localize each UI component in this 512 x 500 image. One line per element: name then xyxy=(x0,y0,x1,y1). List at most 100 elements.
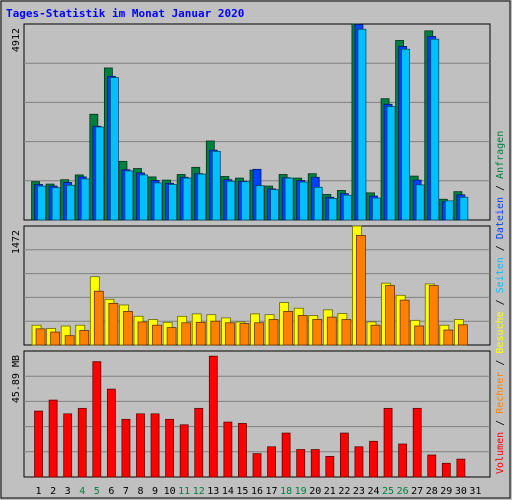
day-label-22: 22 xyxy=(338,486,350,497)
bar-volumen-day-27: Volumen 27: 25 xyxy=(412,407,422,478)
bar-rechner-day-10: Rechner 10: 215 xyxy=(166,327,177,346)
bar-seiten-day-11: Seiten 11: 1050 xyxy=(182,177,192,221)
bar-volumen-day-18: Volumen 18: 16 xyxy=(281,432,291,478)
bar-volumen-day-12: Volumen 12: 25 xyxy=(194,407,204,478)
bar-rechner-day-5: Rechner 5: 665 xyxy=(93,290,104,346)
day-axis: 1 2 3 4 5 6 7 8 9 10 11 12 13 14 15 16 17 18 19 20 21 22 23 24 2… xyxy=(36,486,482,497)
bar-volumen-day-21: Volumen 21: 7.5 xyxy=(325,456,335,478)
legend-volumen: Volumen xyxy=(495,432,506,474)
day-label-19: 19 xyxy=(295,486,307,497)
bar-seiten-day-3: Seiten 3: 870 xyxy=(66,184,76,221)
bar-seiten-day-10: Seiten 10: 890 xyxy=(168,184,178,221)
bar-rechner-day-22: Rechner 22: 315 xyxy=(341,319,352,346)
day-label-11: 11 xyxy=(178,486,190,497)
bar-seiten-day-30: Seiten 30: 570 xyxy=(459,196,469,221)
day-label-8: 8 xyxy=(137,486,143,497)
legend-anfragen: Anfragen xyxy=(495,131,506,179)
bar-volumen-day-29: Volumen 29: 5 xyxy=(441,462,451,478)
bar-volumen-day-7: Volumen 7: 21 xyxy=(121,418,131,478)
day-label-14: 14 xyxy=(222,486,234,497)
day-label-7: 7 xyxy=(123,486,129,497)
bar-volumen-day-24: Volumen 24: 13 xyxy=(369,440,378,478)
day-label-28: 28 xyxy=(426,486,438,497)
legend-separator: / xyxy=(495,239,506,257)
chart-panels: 4912Anfragen 1: 960Dateien 1: 890Seiten … xyxy=(11,23,491,478)
day-label-30: 30 xyxy=(455,486,467,497)
bar-rechner-day-16: Rechner 16: 275 xyxy=(254,322,264,346)
bar-volumen-day-3: Volumen 3: 23 xyxy=(63,413,73,478)
bar-rechner-day-11: Rechner 11: 275 xyxy=(181,322,192,346)
bar-rechner-day-2: Rechner 2: 160 xyxy=(50,331,61,346)
day-label-1: 1 xyxy=(36,486,42,497)
day-label-17: 17 xyxy=(266,486,278,497)
day-label-12: 12 xyxy=(193,486,205,497)
series-legend: Volumen / Rechner / Besuche / Seiten / D… xyxy=(495,131,506,474)
bar-seiten-day-4: Seiten 4: 1030 xyxy=(80,178,90,221)
bar-rechner-day-24: Rechner 24: 245 xyxy=(370,324,381,346)
bar-rechner-day-23: Rechner 23: 1355 xyxy=(356,235,366,346)
bar-rechner-day-26: Rechner 26: 555 xyxy=(399,299,410,346)
bar-volumen-day-10: Volumen 10: 21 xyxy=(165,418,175,478)
day-label-5: 5 xyxy=(94,486,100,497)
bar-volumen-day-15: Volumen 15: 19.5 xyxy=(238,423,247,478)
bar-volumen-day-23: Volumen 23: 11 xyxy=(354,446,364,478)
bar-volumen-day-2: Volumen 2: 28 xyxy=(48,399,58,478)
legend-separator: / xyxy=(495,293,506,311)
day-label-4: 4 xyxy=(79,486,85,497)
day-label-24: 24 xyxy=(367,486,379,497)
bar-volumen-day-30: Volumen 30: 6.5 xyxy=(456,458,466,478)
bar-seiten-day-8: Seiten 8: 1130 xyxy=(139,174,148,221)
bar-seiten-day-29: Seiten 29: 480 xyxy=(444,200,454,221)
bar-volumen-day-6: Volumen 6: 32 xyxy=(106,388,116,478)
day-label-9: 9 xyxy=(152,486,158,497)
bar-volumen-day-1: Volumen 1: 24 xyxy=(34,410,43,478)
bar-seiten-day-20: Seiten 20: 820 xyxy=(313,186,323,221)
bar-volumen-day-14: Volumen 14: 20 xyxy=(223,421,233,478)
day-label-29: 29 xyxy=(440,486,452,497)
bar-volumen-day-16: Volumen 16: 8.5 xyxy=(252,453,262,478)
bar-volumen-day-4: Volumen 4: 25 xyxy=(77,407,87,478)
bar-rechner-day-13: Rechner 13: 295 xyxy=(210,320,221,346)
day-label-10: 10 xyxy=(164,486,176,497)
bar-seiten-day-1: Seiten 1: 850 xyxy=(37,185,46,221)
day-label-15: 15 xyxy=(236,486,248,497)
bar-seiten-day-19: Seiten 19: 950 xyxy=(299,181,309,221)
panel-hits: 4912Anfragen 1: 960Dateien 1: 890Seiten … xyxy=(11,23,491,221)
bar-rechner-day-8: Rechner 8: 285 xyxy=(137,321,148,346)
bar-volumen-day-17: Volumen 17: 11 xyxy=(267,446,276,478)
day-label-31: 31 xyxy=(469,486,481,497)
bar-rechner-day-1: Rechner 1: 200 xyxy=(35,328,46,346)
bar-rechner-day-20: Rechner 20: 315 xyxy=(312,319,323,346)
legend-separator: / xyxy=(495,179,506,197)
day-label-27: 27 xyxy=(411,486,423,497)
bar-volumen-day-26: Volumen 26: 12 xyxy=(398,443,408,478)
chart-title: Tages-Statistik im Monat Januar 2020 xyxy=(6,7,244,20)
bar-volumen-day-28: Volumen 28: 8 xyxy=(427,454,437,478)
legend-separator: / xyxy=(495,414,506,432)
bar-rechner-day-4: Rechner 4: 180 xyxy=(79,330,90,346)
bar-seiten-day-7: Seiten 7: 1230 xyxy=(124,170,134,221)
day-label-25: 25 xyxy=(382,486,394,497)
bar-rechner-day-28: Rechner 28: 735 xyxy=(428,285,439,346)
panel-max-label: 45.89 MB xyxy=(11,355,22,403)
panel-volume: 45.89 MB Volumen 1: 24 Volumen 2: 28 Volume… xyxy=(11,350,491,478)
legend-rechner: Rechner xyxy=(495,372,506,414)
legend-dateien: Dateien xyxy=(495,197,506,239)
bar-seiten-day-13: Seiten 13: 1720 xyxy=(211,150,221,221)
legend-seiten: Seiten xyxy=(495,257,506,293)
bar-seiten-day-24: Seiten 24: 550 xyxy=(372,197,381,221)
legend-besuche: Besuche xyxy=(495,311,506,353)
bar-rechner-day-29: Rechner 29: 185 xyxy=(443,329,454,346)
bar-seiten-day-18: Seiten 18: 1050 xyxy=(284,177,294,221)
day-label-13: 13 xyxy=(207,486,219,497)
bar-seiten-day-27: Seiten 27: 880 xyxy=(415,184,425,221)
day-label-23: 23 xyxy=(353,486,365,497)
bar-rechner-day-6: Rechner 6: 515 xyxy=(108,302,119,346)
bar-seiten-day-2: Seiten 2: 810 xyxy=(51,187,61,221)
panel-visits: 1472Besuche 1: 245Rechner 1: 200Besuche … xyxy=(11,225,491,346)
legend-separator: / xyxy=(495,354,506,372)
bar-seiten-day-26: Seiten 26: 4280 xyxy=(401,48,411,221)
day-label-26: 26 xyxy=(397,486,409,497)
